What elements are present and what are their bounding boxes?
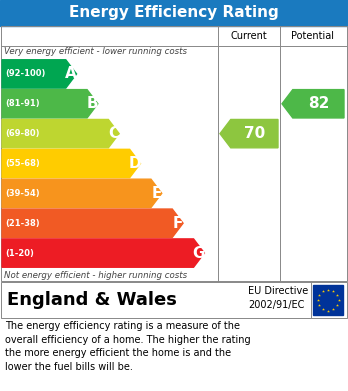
Text: D: D (129, 156, 141, 171)
Text: EU Directive
2002/91/EC: EU Directive 2002/91/EC (248, 286, 308, 310)
Bar (0, 0, 348, 26)
Text: The energy efficiency rating is a measure of the
overall efficiency of a home. T: The energy efficiency rating is a measur… (5, 321, 251, 372)
Text: F: F (173, 216, 183, 231)
Text: 82: 82 (308, 96, 329, 111)
Polygon shape (2, 120, 119, 148)
Polygon shape (2, 239, 204, 267)
Text: Energy Efficiency Rating: Energy Efficiency Rating (69, 5, 279, 20)
Text: E: E (151, 186, 161, 201)
Text: (21-38): (21-38) (5, 219, 40, 228)
Text: 70: 70 (244, 126, 265, 141)
Text: Potential: Potential (292, 31, 334, 41)
Text: Not energy efficient - higher running costs: Not energy efficient - higher running co… (4, 271, 187, 280)
Bar (1, 282, 347, 318)
Text: C: C (108, 126, 119, 141)
Polygon shape (2, 90, 98, 118)
Text: (55-68): (55-68) (5, 159, 40, 168)
Text: Current: Current (231, 31, 267, 41)
Text: A: A (65, 66, 77, 81)
Text: England & Wales: England & Wales (7, 291, 177, 309)
Polygon shape (2, 179, 162, 208)
Polygon shape (282, 90, 344, 118)
Text: (81-91): (81-91) (5, 99, 40, 108)
Text: (92-100): (92-100) (5, 70, 45, 79)
Text: G: G (193, 246, 205, 260)
Text: (69-80): (69-80) (5, 129, 40, 138)
Text: B: B (87, 96, 98, 111)
Polygon shape (220, 120, 278, 148)
Text: Very energy efficient - lower running costs: Very energy efficient - lower running co… (4, 47, 187, 56)
Polygon shape (2, 149, 141, 178)
Bar (1, 26, 347, 281)
Bar (313, 285, 343, 315)
Text: (39-54): (39-54) (5, 189, 40, 198)
Polygon shape (2, 209, 183, 237)
Polygon shape (2, 60, 77, 88)
Bar (0, 281, 348, 319)
Text: (1-20): (1-20) (5, 249, 34, 258)
